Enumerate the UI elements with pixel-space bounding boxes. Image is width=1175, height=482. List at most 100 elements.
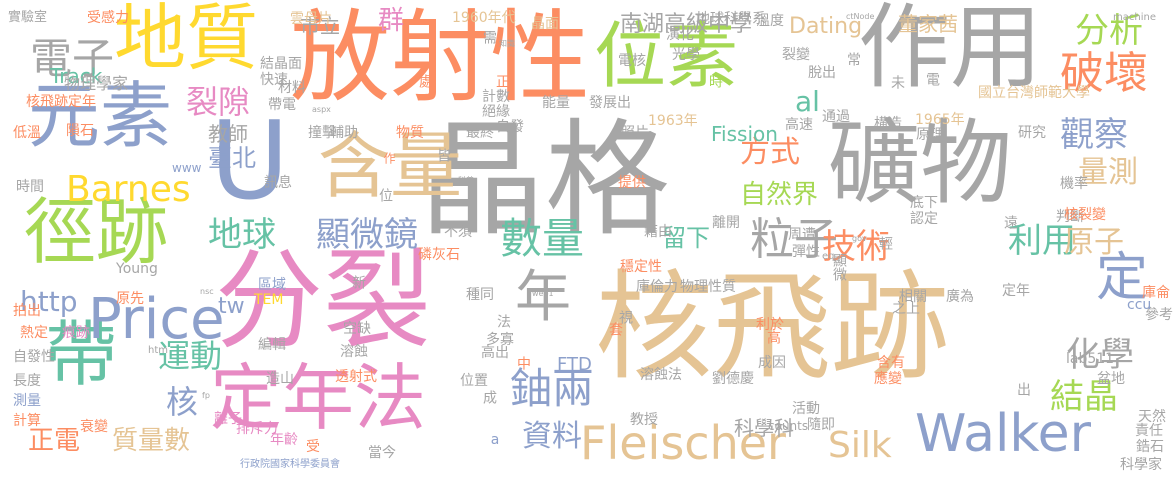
cloud-word: 自發 [496, 119, 524, 135]
cloud-word: 1963年 [648, 113, 698, 129]
cloud-word: 測量 [13, 393, 41, 409]
cloud-word: 照片 [621, 125, 649, 141]
cloud-word: 雲母片 [290, 11, 332, 27]
cloud-word: www [172, 161, 202, 175]
cloud-word: 正 [494, 74, 510, 88]
cloud-word: 未 [889, 75, 905, 89]
cloud-word: 計算 [13, 413, 41, 429]
cloud-word: 教授 [630, 412, 658, 428]
cloud-word: 構造 [874, 116, 902, 132]
cloud-word: 材料 [278, 80, 306, 96]
cloud-word: 離子 [214, 411, 242, 427]
cloud-word: 臺北 [208, 144, 256, 172]
cloud-word: 帶電 [268, 97, 296, 113]
cloud-word: 科普 [458, 176, 474, 185]
cloud-word: 裂變 [782, 47, 810, 63]
cloud-word: Fission [711, 122, 778, 146]
cloud-word: 鋯石 [1136, 439, 1164, 455]
cloud-word: 光學 [672, 47, 700, 63]
cloud-word: 方式 [740, 135, 800, 170]
cloud-word: 放射性 [290, 0, 590, 116]
cloud-word: 發展出 [589, 95, 631, 111]
cloud-word: TEM [254, 292, 284, 308]
cloud-word: Young [116, 261, 158, 277]
cloud-word: 盆地 [1097, 371, 1125, 387]
cloud-word: 位 [377, 188, 393, 202]
cloud-word: 含有 [877, 355, 905, 371]
cloud-word: 藉由 [644, 224, 672, 240]
cloud-word: http [20, 285, 78, 318]
cloud-word: 作 [382, 152, 396, 164]
cloud-word: 裂隙 [186, 83, 251, 121]
cloud-word: 教師 [208, 122, 248, 146]
cloud-word: 劉德慶 [712, 371, 754, 387]
cloud-word: 化學 [1066, 335, 1134, 375]
cloud-word: 周遭 [788, 227, 816, 243]
cloud-word: 觀察 [1060, 115, 1128, 155]
cloud-word: 磷灰石 [418, 247, 460, 263]
cloud-word: 分裂 [215, 239, 432, 364]
cloud-word: 董家茜 [898, 12, 958, 36]
cloud-word: 晶面 [531, 16, 559, 32]
cloud-word: 科學家 [1120, 457, 1162, 473]
cloud-word: 高 [765, 330, 781, 344]
cloud-word: gov [852, 234, 867, 243]
cloud-word: Track [50, 64, 103, 88]
cloud-word: 透射式 [335, 369, 377, 385]
cloud-word: 底下 [910, 195, 938, 211]
cloud-word: 電核 [618, 53, 646, 69]
cloud-word: 知識 [499, 39, 515, 48]
cloud-word: 市立 [300, 14, 340, 38]
cloud-word: 核飛跡 [595, 258, 950, 396]
cloud-word: 顯微 [831, 253, 847, 281]
cloud-word: 之上 [892, 301, 920, 317]
cloud-word: 套 [607, 322, 623, 336]
cloud-word: 排斥力 [236, 421, 278, 437]
cloud-word: 活動 [792, 401, 820, 417]
cloud-word: 晶格 [420, 108, 670, 253]
cloud-word: 區域 [258, 277, 286, 293]
cloud-word: 輔助 [330, 125, 358, 141]
cloud-word: 利用 [1008, 221, 1076, 261]
cloud-word: 原子 [1064, 225, 1124, 260]
cloud-word: 作用 [858, 0, 1043, 101]
cloud-word: eq [822, 251, 835, 262]
cloud-word: 資料 [522, 419, 582, 454]
cloud-word: 受感力 [87, 10, 129, 26]
cloud-word: 彈性 [792, 244, 820, 260]
cloud-word: nsc [200, 287, 214, 296]
cloud-word: 隕石 [66, 123, 94, 139]
cloud-word: 物理學家 [64, 74, 129, 93]
cloud-word: 演化 [666, 27, 694, 43]
cloud-word: 核飛跡定年 [26, 94, 96, 110]
cloud-word: 應變 [874, 371, 902, 387]
cloud-word: 法 [495, 314, 511, 328]
cloud-word: 元素 [28, 74, 173, 158]
cloud-word: 自發性 [13, 349, 55, 365]
cloud-word: 量測 [1078, 155, 1138, 190]
cloud-word: 地質 [114, 0, 259, 80]
cloud-word: htm [148, 345, 168, 356]
cloud-word: 定 [1096, 248, 1149, 308]
cloud-word: 新 [350, 275, 366, 289]
cloud-word: 行政院國家科學委員會 [240, 459, 340, 470]
cloud-word: ccu [1127, 297, 1152, 313]
cloud-word: web1 [532, 289, 554, 298]
cloud-word: 1960年代 [452, 10, 516, 26]
cloud-word: 責任 [1135, 423, 1163, 439]
cloud-word: 視 [617, 310, 633, 324]
cloud-word: Barnes [66, 169, 191, 210]
cloud-word: 造山 [266, 371, 294, 387]
cloud-word: fp [202, 391, 210, 400]
cloud-word: 需 [481, 30, 497, 44]
cloud-word: 相關 [899, 289, 927, 305]
cloud-word: 破壞 [1060, 48, 1148, 99]
cloud-word: 機率 [1060, 176, 1088, 192]
cloud-word: 庫倫力 [636, 279, 678, 295]
cloud-word: al [795, 85, 820, 118]
cloud-word: 低溫 [13, 125, 41, 141]
cloud-word: Silk [828, 425, 892, 466]
cloud-word: 分析 [1075, 11, 1143, 51]
cloud-word: 顯微鏡 [316, 215, 418, 255]
cloud-word: 高速 [785, 117, 813, 133]
